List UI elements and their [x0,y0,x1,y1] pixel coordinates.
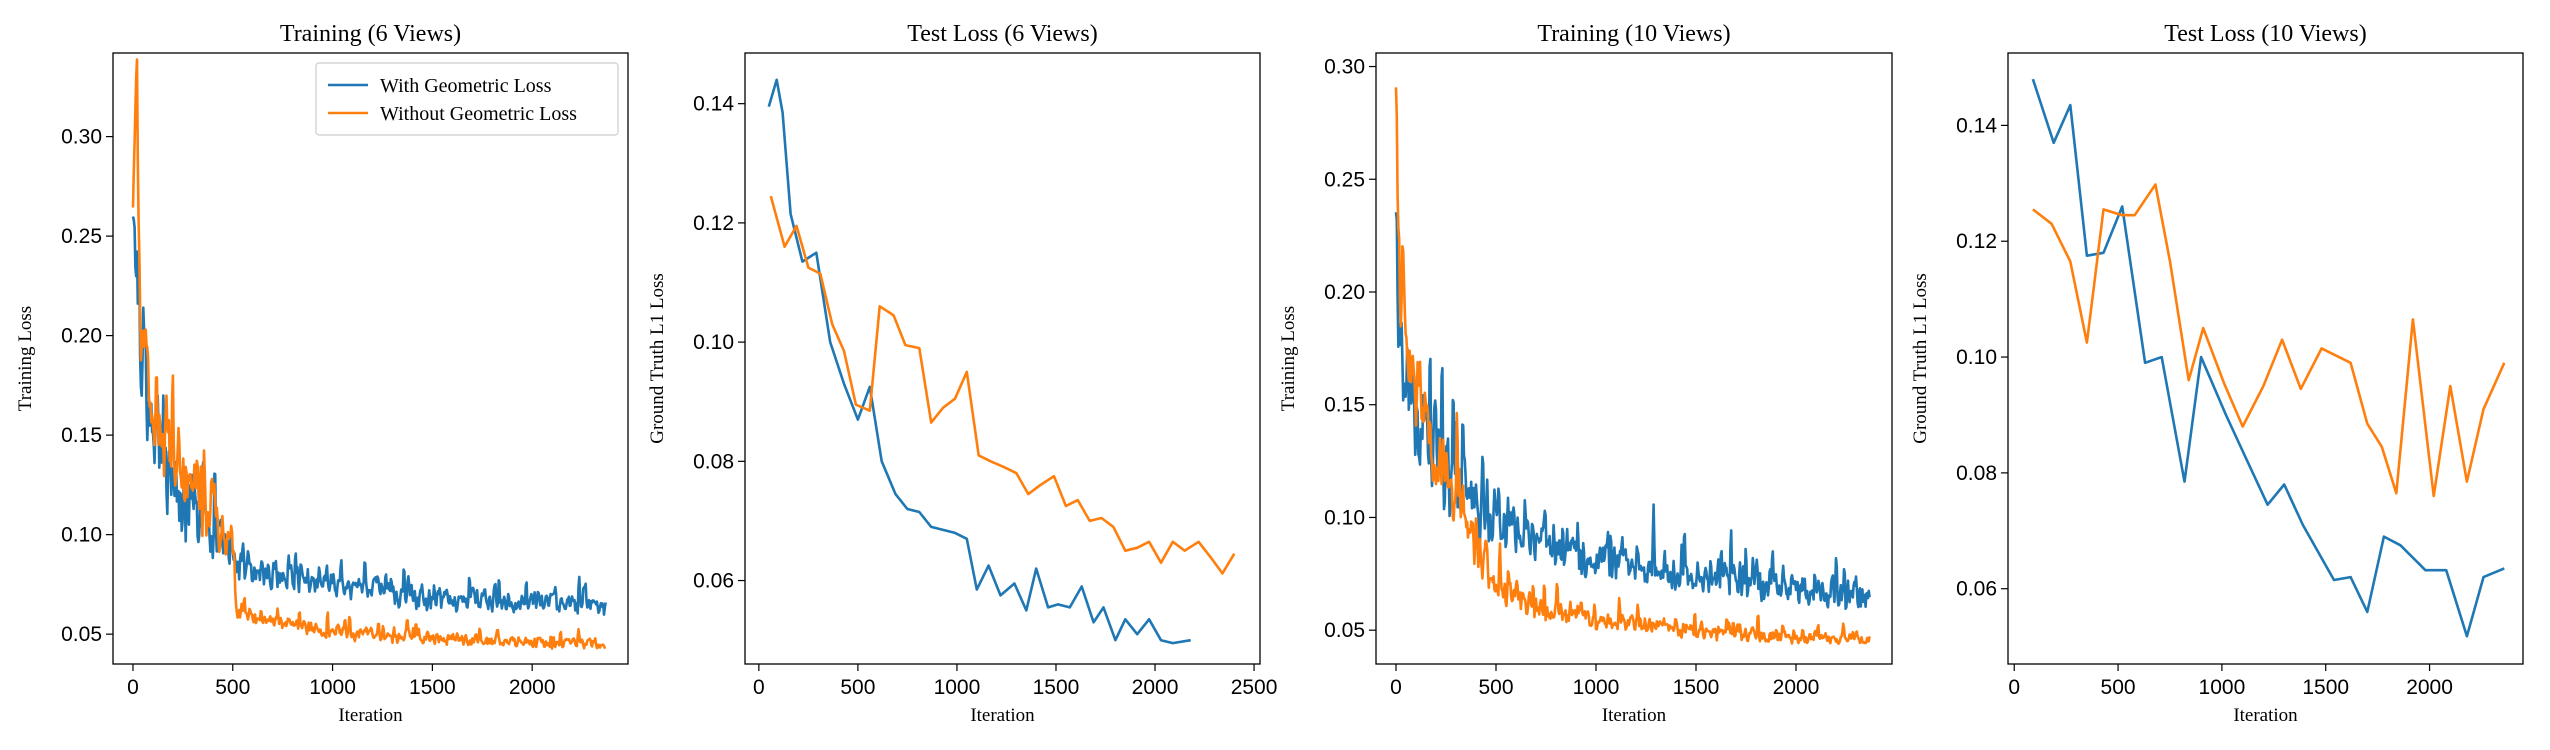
legend-entry-label: With Geometric Loss [380,75,552,97]
y-tick-label: 0.10 [61,524,102,547]
legend: With Geometric Loss Without Geometric Los… [315,62,619,136]
y-tick-label: 0.06 [693,570,734,593]
chart-panel-2: 0 500 1000 1500 2000 2500 0.06 0.08 0.10 0.12 0.14… [647,21,1277,726]
series-line-with-geometric [131,216,607,616]
x-axis-label: Iteration [2233,705,2298,726]
x-tick-label: 2000 [1132,676,1179,699]
series-line-with-geometric [1394,212,1871,610]
x-tick-label: 2000 [2406,676,2453,699]
chart-panel-3: 0 500 1000 1500 2000 0.05 0.10 0.15 0.20 0.25 0.30… [1278,21,1893,726]
y-tick-label: 0.15 [1324,394,1365,417]
x-tick-label: 2500 [1231,676,1278,699]
legend-box [315,62,619,136]
y-tick-label: 0.08 [693,450,734,473]
series-line-with-geometric [2031,78,2505,638]
y-tick-label: 0.12 [693,212,734,235]
chart-title: Test Loss (6 Views) [907,21,1097,47]
x-axis-label: Iteration [970,705,1035,726]
x-axis-label: Iteration [338,705,403,726]
chart-title: Training (10 Views) [1537,21,1730,47]
y-axis-label: Training Loss [15,306,36,411]
y-tick-label: 0.05 [1324,619,1365,642]
chart-title: Test Loss (10 Views) [2164,21,2366,47]
x-tick-label: 1000 [934,676,981,699]
y-tick-label: 0.30 [1324,56,1365,79]
x-tick-label: 500 [2101,676,2136,699]
x-axis-label: Iteration [1602,705,1667,726]
y-tick-label: 0.05 [61,623,102,646]
y-tick-label: 0.10 [1324,506,1365,529]
x-tick-label: 2000 [509,676,556,699]
y-axis-label: Training Loss [1278,306,1299,411]
series-line-without-geometric [769,195,1236,575]
series-line-without-geometric [131,58,607,650]
x-tick-label: 1000 [1573,676,1620,699]
x-tick-label: 0 [127,676,139,699]
y-tick-label: 0.20 [1324,281,1365,304]
x-tick-label: 1500 [2302,676,2349,699]
y-tick-label: 0.06 [1956,578,1997,601]
y-tick-label: 0.12 [1956,230,1997,253]
x-tick-label: 0 [2008,676,2020,699]
x-tick-label: 500 [840,676,875,699]
y-tick-label: 0.20 [61,325,102,348]
y-tick-label: 0.10 [1956,346,1997,369]
y-tick-label: 0.08 [1956,462,1997,485]
chart-panel-4: 0 500 1000 1500 2000 0.06 0.08 0.10 0.12 0.14 Test… [1910,21,2524,726]
legend-entry-label: Without Geometric Loss [380,103,577,125]
series-line-with-geometric [767,78,1191,645]
y-tick-label: 0.15 [61,424,102,447]
x-tick-label: 500 [215,676,250,699]
plot-frame [744,52,1261,665]
x-tick-label: 1000 [2199,676,2246,699]
plot-frame [2007,52,2524,665]
plot-frame [1375,52,1893,665]
x-tick-label: 2000 [1773,676,1820,699]
y-tick-label: 0.14 [1956,114,1997,137]
y-axis-label: Ground Truth L1 Loss [1910,273,1931,444]
x-tick-label: 1500 [1033,676,1080,699]
y-tick-label: 0.25 [61,225,102,248]
y-tick-label: 0.25 [1324,168,1365,191]
chart-title: Training (6 Views) [280,21,461,47]
x-tick-label: 0 [1390,676,1402,699]
x-tick-label: 500 [1478,676,1513,699]
x-tick-label: 1000 [309,676,356,699]
y-tick-label: 0.14 [693,93,734,116]
x-tick-label: 1500 [409,676,456,699]
y-axis-label: Ground Truth L1 Loss [647,273,668,444]
y-tick-label: 0.30 [61,126,102,149]
plot-frame [112,52,629,665]
x-tick-label: 0 [753,676,765,699]
x-tick-label: 1500 [1673,676,1720,699]
series-line-without-geometric [1394,87,1871,645]
series-line-without-geometric [2032,183,2506,498]
y-tick-label: 0.10 [693,331,734,354]
chart-panel-1: 0 500 1000 1500 2000 0.05 0.10 0.15 0.20 0.25 0.30… [15,21,629,726]
